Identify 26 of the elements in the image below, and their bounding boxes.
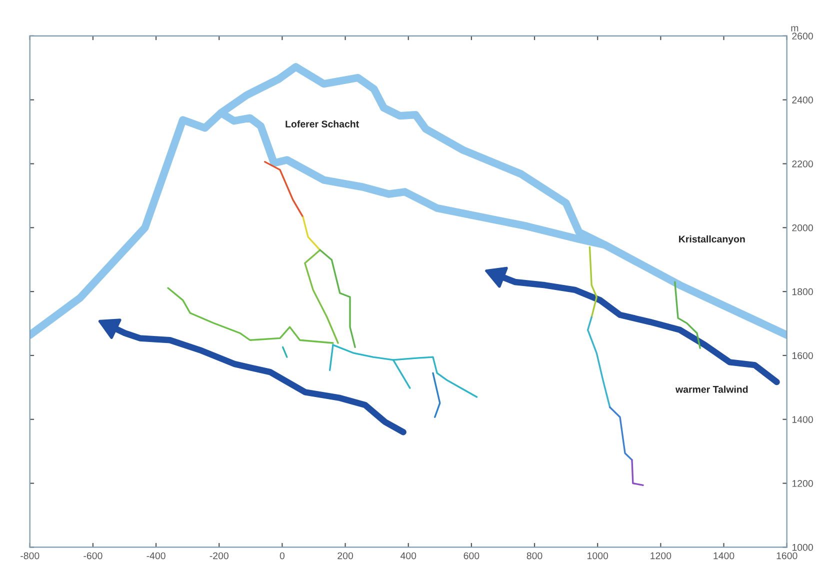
x-tick-label: 1000 xyxy=(588,552,608,560)
y-tick-label: 2200 xyxy=(792,160,813,168)
x-tick-label: 0 xyxy=(280,552,285,560)
annotation: Kristallcanyon xyxy=(679,235,745,244)
x-tick-label: -200 xyxy=(210,552,228,560)
x-tick-label: -400 xyxy=(146,552,166,560)
x-tick-label: 800 xyxy=(526,552,542,560)
x-tick-label: 400 xyxy=(400,552,416,560)
x-tick-label: 200 xyxy=(338,552,354,560)
x-tick-label: 1400 xyxy=(714,552,734,560)
annotation: warmer Talwind xyxy=(675,386,748,393)
y-tick-label: 1800 xyxy=(792,288,813,296)
x-tick-label: -800 xyxy=(20,552,40,560)
y-axis-title: m xyxy=(791,26,798,32)
x-tick-label: 600 xyxy=(464,552,480,560)
x-tick-label: 1600 xyxy=(776,552,798,560)
y-tick-label: 1000 xyxy=(792,544,813,551)
y-tick-label: 1600 xyxy=(792,352,813,360)
y-tick-label: 1400 xyxy=(792,416,813,423)
y-tick-label: 2000 xyxy=(792,224,813,232)
annotation: Loferer Schacht xyxy=(286,120,359,128)
y-tick-label: 2400 xyxy=(792,96,813,104)
x-tick-label: -600 xyxy=(84,552,102,560)
y-tick-label: 2600 xyxy=(792,32,813,40)
y-tick-label: 1200 xyxy=(792,480,813,487)
x-tick-label: 1200 xyxy=(650,552,672,560)
